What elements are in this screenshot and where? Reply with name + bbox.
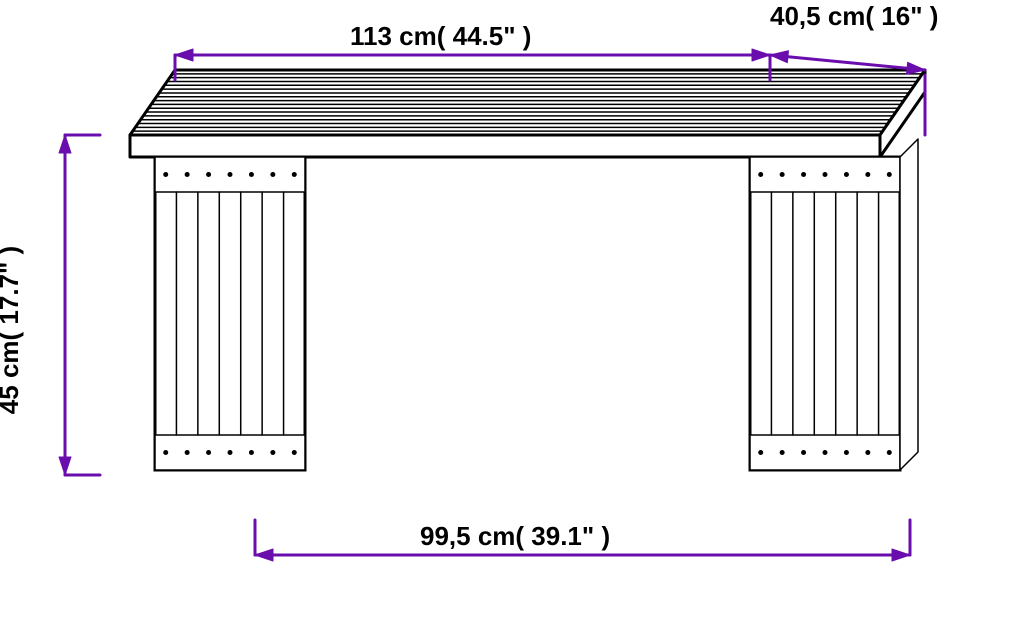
- dim-height-label: 45 cm( 17.7" ): [0, 246, 24, 414]
- bench-drawing: [130, 70, 925, 470]
- dim-top-width-label: 113 cm( 44.5" ): [350, 21, 531, 51]
- dim-inner-width-label: 99,5 cm( 39.1" ): [420, 521, 610, 551]
- dim-depth-label: 40,5 cm( 16" ): [770, 1, 938, 31]
